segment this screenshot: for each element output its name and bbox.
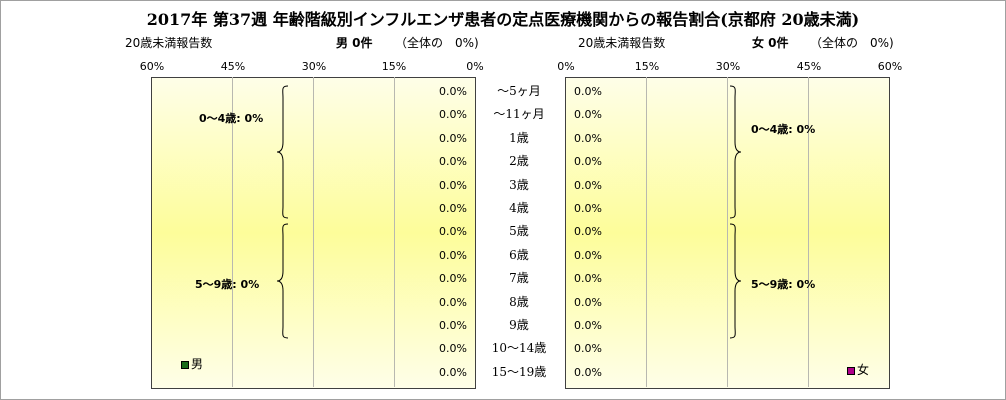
age-category-label: ～11ヶ月 bbox=[493, 107, 545, 122]
male-value-label: 0.0% bbox=[439, 248, 467, 262]
male-summary: 男 0件 bbox=[336, 36, 373, 50]
female-tick: 60% bbox=[877, 60, 903, 73]
female-value-label: 0.0% bbox=[574, 225, 602, 239]
age-category-label: 9歳 bbox=[509, 318, 529, 332]
chart-title: 2017年 第37週 年齢階級別インフルエンザ患者の定点医療機関からの報告割合(… bbox=[146, 10, 860, 29]
male-brace-0-4 bbox=[276, 85, 289, 219]
female-tick: 15% bbox=[634, 60, 660, 73]
age-category-label: 3歳 bbox=[509, 177, 529, 192]
female-brace-0-4 bbox=[729, 85, 742, 219]
female-value-label: 0.0% bbox=[574, 272, 602, 286]
male-legend: 男 bbox=[181, 355, 203, 372]
female-share: （全体の 0%) bbox=[810, 36, 894, 50]
female-value-label: 0.0% bbox=[574, 202, 602, 215]
age-category-label: 5歳 bbox=[509, 224, 529, 239]
male-tick: 45% bbox=[220, 60, 246, 73]
male-gridline bbox=[313, 77, 314, 387]
male-value-label: 0.0% bbox=[439, 131, 467, 145]
female-value-label: 0.0% bbox=[574, 85, 602, 98]
female-value-label: 0.0% bbox=[574, 248, 602, 262]
female-value-label: 0.0% bbox=[574, 155, 602, 169]
age-category-label: 10～14歳 bbox=[491, 341, 547, 356]
female-value-label: 0.0% bbox=[574, 295, 602, 309]
female-brace-5-9 bbox=[729, 223, 742, 339]
male-tick: 15% bbox=[381, 60, 407, 73]
female-value-label: 0.0% bbox=[574, 178, 602, 192]
male-value-label: 0.0% bbox=[439, 85, 467, 98]
male-value-label: 0.0% bbox=[439, 178, 467, 192]
male-value-label: 0.0% bbox=[439, 342, 467, 356]
age-category-label: 8歳 bbox=[509, 294, 529, 309]
male-gridline bbox=[394, 77, 395, 387]
female-tick: 30% bbox=[715, 60, 741, 73]
age-category-label: ～5ヶ月 bbox=[497, 84, 541, 98]
male-value-label: 0.0% bbox=[439, 108, 467, 122]
female-group-0-4-label: 0～4歳: 0% bbox=[751, 123, 816, 136]
female-gridline bbox=[808, 77, 809, 387]
female-group-5-9-label: 5～9歳: 0% bbox=[751, 278, 816, 291]
age-category-label: 6歳 bbox=[509, 247, 529, 262]
male-share: （全体の 0%) bbox=[395, 36, 479, 50]
male-group-0-4-label: 0～4歳: 0% bbox=[199, 112, 264, 125]
male-value-label: 0.0% bbox=[439, 155, 467, 169]
male-value-label: 0.0% bbox=[439, 319, 467, 332]
age-category-label: 7歳 bbox=[509, 271, 529, 286]
age-category-label: 15～19歳 bbox=[491, 364, 547, 379]
male-value-label: 0.0% bbox=[439, 365, 467, 379]
male-legend-swatch bbox=[181, 360, 189, 369]
age-category-label: 1歳 bbox=[509, 130, 529, 145]
female-value-label: 0.0% bbox=[574, 131, 602, 145]
male-tick: 60% bbox=[139, 60, 165, 73]
female-value-label: 0.0% bbox=[574, 319, 602, 332]
female-legend-swatch bbox=[847, 366, 855, 375]
female-gridline bbox=[646, 77, 647, 387]
male-legend-label: 男 bbox=[191, 357, 204, 371]
male-value-label: 0.0% bbox=[439, 202, 467, 215]
male-group-5-9-label: 5～9歳: 0% bbox=[195, 278, 260, 291]
male-value-label: 0.0% bbox=[439, 225, 467, 239]
male-tick: 30% bbox=[301, 60, 327, 73]
female-value-label: 0.0% bbox=[574, 342, 602, 356]
male-report-caption: 20歳未満報告数 bbox=[125, 36, 213, 50]
female-value-label: 0.0% bbox=[574, 365, 602, 379]
male-brace-5-9 bbox=[276, 223, 289, 339]
female-legend-label: 女 bbox=[857, 363, 870, 377]
age-category-label: 4歳 bbox=[509, 201, 529, 215]
male-tick: 0% bbox=[466, 60, 484, 73]
male-gridline bbox=[232, 77, 233, 387]
male-value-label: 0.0% bbox=[439, 295, 467, 309]
female-gridline bbox=[727, 77, 728, 387]
female-tick: 45% bbox=[796, 60, 822, 73]
female-tick: 0% bbox=[557, 60, 575, 73]
male-value-label: 0.0% bbox=[439, 272, 467, 286]
age-category-label: 2歳 bbox=[509, 154, 529, 169]
female-summary: 女 0件 bbox=[752, 36, 789, 50]
female-legend: 女 bbox=[847, 361, 869, 378]
female-report-caption: 20歳未満報告数 bbox=[578, 36, 666, 50]
female-value-label: 0.0% bbox=[574, 108, 602, 122]
